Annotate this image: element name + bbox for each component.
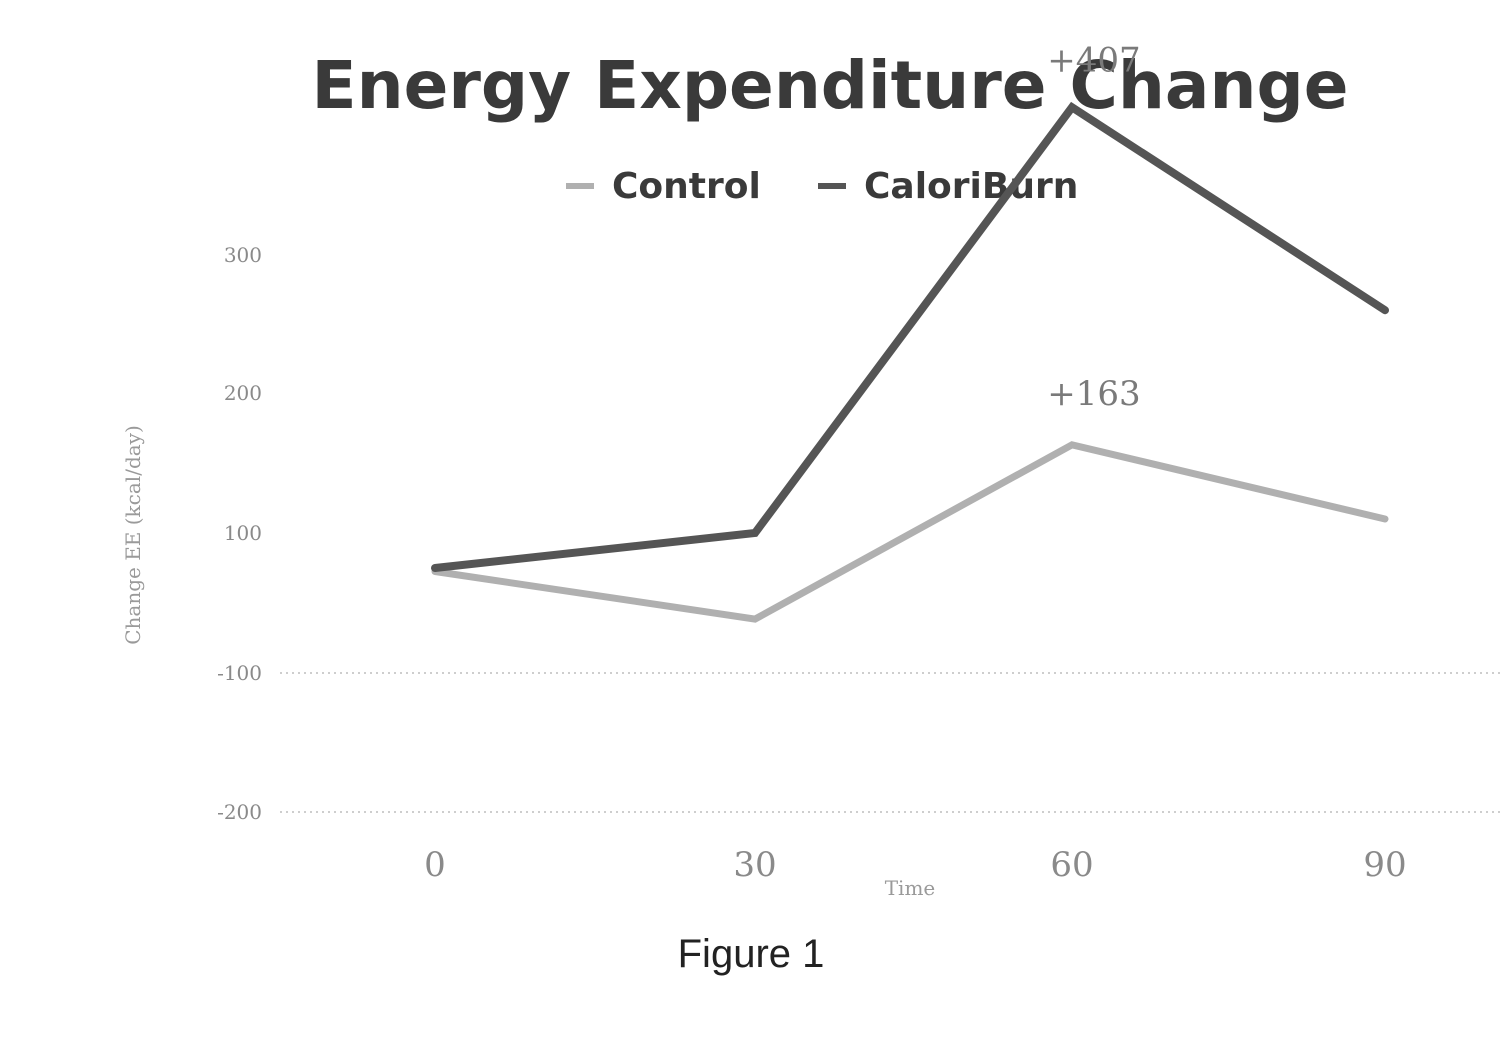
data-point-caloriburn xyxy=(432,565,438,571)
y-axis-label: Change EE (kcal/day) xyxy=(121,425,145,645)
data-point-caloriburn xyxy=(1382,307,1388,314)
data-point-control xyxy=(1382,516,1388,522)
x-axis-ticks: 0 30 60 90 xyxy=(424,845,1406,885)
data-point-caloriburn xyxy=(752,530,758,536)
y-tick-label: 200 xyxy=(224,381,262,405)
data-point-caloriburn xyxy=(1069,104,1075,111)
y-tick-label: -200 xyxy=(217,800,262,824)
annotation-label: +163 xyxy=(1047,374,1140,414)
y-tick-label: 300 xyxy=(224,243,262,267)
annotation-label: +407 xyxy=(1047,40,1140,80)
y-axis-ticks: -200 -100 100 200 300 xyxy=(217,243,262,824)
annotations: +407 +163 xyxy=(1047,40,1140,413)
legend: Control CaloriBurn xyxy=(566,166,1078,207)
data-point-control xyxy=(752,616,758,623)
legend-label-control: Control xyxy=(612,166,761,207)
y-tick-label: 100 xyxy=(224,521,262,545)
series-line-caloriburn xyxy=(431,101,1389,572)
data-point-control xyxy=(1069,441,1075,448)
x-axis-label: Time xyxy=(885,876,936,900)
grid xyxy=(280,672,1500,813)
x-tick-label: 90 xyxy=(1363,845,1406,885)
chart-title: Energy Expenditure Change xyxy=(312,47,1349,124)
y-tick-label: -100 xyxy=(217,661,262,685)
series-layer xyxy=(431,101,1389,623)
x-tick-label: 0 xyxy=(424,845,446,885)
x-tick-label: 60 xyxy=(1050,845,1093,885)
series-line-control xyxy=(431,441,1389,623)
x-tick-label: 30 xyxy=(733,845,776,885)
figure-caption: Figure 1 xyxy=(677,932,825,976)
legend-label-caloriburn: CaloriBurn xyxy=(864,166,1078,207)
